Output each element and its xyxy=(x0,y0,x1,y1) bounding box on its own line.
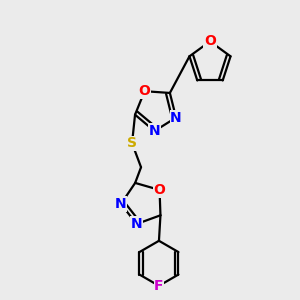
Text: O: O xyxy=(154,183,166,197)
Text: N: N xyxy=(149,124,160,138)
Text: S: S xyxy=(127,136,137,150)
Text: O: O xyxy=(139,84,151,98)
Text: N: N xyxy=(115,197,127,211)
Text: F: F xyxy=(154,279,164,293)
Text: N: N xyxy=(131,217,142,231)
Text: N: N xyxy=(170,111,182,124)
Text: O: O xyxy=(204,34,216,48)
